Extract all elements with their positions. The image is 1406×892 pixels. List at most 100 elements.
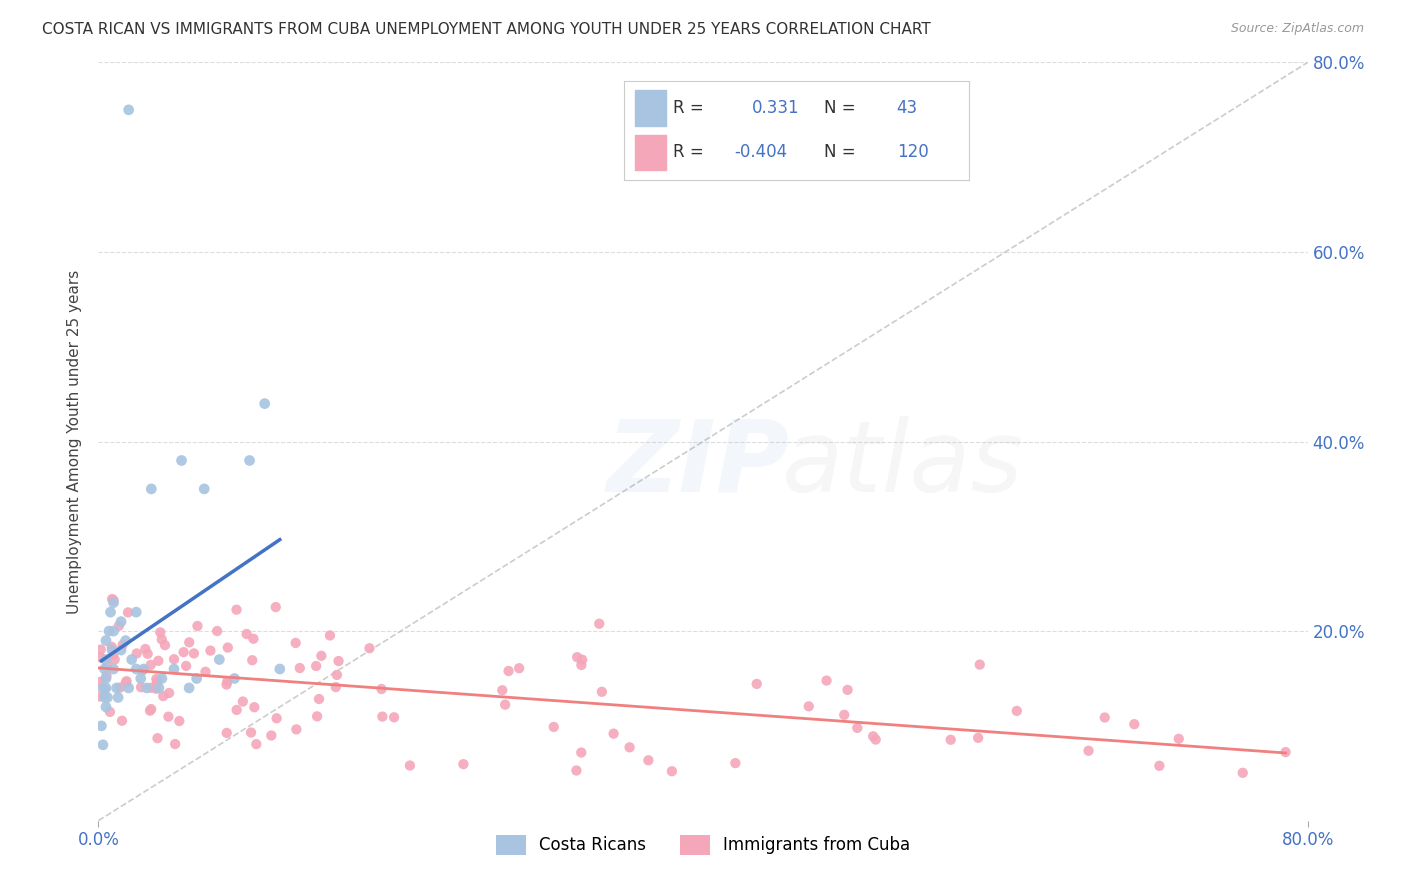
Point bbox=[284, 636, 307, 650]
Point bbox=[103, 624, 125, 639]
Point bbox=[94, 633, 117, 648]
Point bbox=[232, 694, 254, 708]
Point bbox=[308, 692, 330, 706]
Point bbox=[153, 638, 176, 652]
Point bbox=[121, 652, 143, 666]
Point bbox=[94, 672, 117, 686]
Point bbox=[132, 662, 155, 676]
Point bbox=[565, 650, 588, 665]
Point bbox=[94, 682, 117, 697]
Point bbox=[260, 729, 283, 743]
Point bbox=[245, 737, 267, 751]
Point bbox=[370, 681, 392, 696]
Point bbox=[491, 683, 513, 698]
Point bbox=[359, 641, 381, 656]
Point bbox=[169, 714, 191, 728]
Point bbox=[240, 653, 263, 667]
Point bbox=[129, 672, 152, 686]
Point bbox=[108, 619, 131, 633]
Point bbox=[969, 657, 991, 672]
Point bbox=[239, 453, 262, 467]
Point bbox=[149, 625, 172, 640]
Point bbox=[225, 602, 247, 616]
Point bbox=[242, 632, 264, 646]
Point bbox=[125, 647, 148, 661]
Point bbox=[591, 685, 613, 699]
Point bbox=[131, 664, 153, 678]
Point bbox=[105, 681, 128, 695]
Point bbox=[139, 681, 162, 695]
Point bbox=[94, 699, 117, 714]
Point bbox=[93, 662, 115, 676]
Point bbox=[114, 633, 136, 648]
Point bbox=[453, 757, 475, 772]
Point bbox=[1123, 717, 1146, 731]
Point bbox=[326, 668, 349, 682]
Point bbox=[382, 710, 405, 724]
Text: atlas: atlas bbox=[782, 416, 1024, 513]
Point bbox=[98, 624, 121, 639]
Point bbox=[498, 664, 520, 678]
Point bbox=[103, 647, 125, 661]
Point bbox=[832, 707, 855, 722]
Point bbox=[117, 606, 139, 620]
Point bbox=[328, 654, 350, 668]
Point bbox=[240, 725, 263, 739]
Point bbox=[125, 605, 148, 619]
Point bbox=[1232, 765, 1254, 780]
Point bbox=[163, 652, 186, 666]
Text: COSTA RICAN VS IMMIGRANTS FROM CUBA UNEMPLOYMENT AMONG YOUTH UNDER 25 YEARS CORR: COSTA RICAN VS IMMIGRANTS FROM CUBA UNEM… bbox=[42, 22, 931, 37]
Point bbox=[193, 482, 215, 496]
Point bbox=[170, 453, 193, 467]
Point bbox=[134, 642, 156, 657]
Point bbox=[325, 680, 347, 694]
Point bbox=[135, 681, 157, 695]
Point bbox=[602, 726, 624, 740]
Point bbox=[224, 672, 246, 686]
Point bbox=[101, 592, 124, 607]
Point bbox=[565, 764, 588, 778]
Point bbox=[90, 642, 112, 657]
Point bbox=[186, 619, 208, 633]
Point bbox=[269, 662, 291, 676]
Point bbox=[96, 690, 118, 705]
Point bbox=[865, 732, 887, 747]
Y-axis label: Unemployment Among Youth under 25 years: Unemployment Among Youth under 25 years bbox=[67, 269, 83, 614]
Point bbox=[311, 648, 333, 663]
Point bbox=[94, 681, 117, 695]
Point bbox=[179, 681, 201, 695]
Point bbox=[1094, 710, 1116, 724]
Point bbox=[90, 674, 112, 689]
Point bbox=[94, 652, 117, 666]
Point bbox=[243, 700, 266, 714]
Point bbox=[285, 723, 308, 737]
Point bbox=[1167, 731, 1189, 746]
Point bbox=[101, 643, 124, 657]
Text: Source: ZipAtlas.com: Source: ZipAtlas.com bbox=[1230, 22, 1364, 36]
Point bbox=[115, 675, 138, 690]
Point bbox=[163, 662, 186, 676]
Point bbox=[205, 624, 228, 638]
Point bbox=[225, 703, 247, 717]
Point bbox=[215, 677, 238, 691]
Point bbox=[264, 600, 287, 615]
Point bbox=[1077, 744, 1099, 758]
Point bbox=[89, 650, 111, 665]
Point bbox=[118, 681, 141, 695]
Point bbox=[305, 659, 328, 673]
Point bbox=[141, 702, 163, 716]
Point bbox=[148, 654, 170, 668]
Point bbox=[174, 659, 197, 673]
Point bbox=[194, 665, 217, 679]
Point bbox=[569, 746, 592, 760]
Point bbox=[619, 740, 641, 755]
Point bbox=[103, 593, 125, 607]
Point bbox=[815, 673, 838, 688]
Point bbox=[141, 482, 163, 496]
Point bbox=[110, 615, 132, 629]
Point bbox=[637, 753, 659, 767]
Point bbox=[183, 646, 205, 660]
Point bbox=[661, 764, 683, 779]
Point bbox=[200, 643, 222, 657]
Point bbox=[215, 726, 238, 740]
